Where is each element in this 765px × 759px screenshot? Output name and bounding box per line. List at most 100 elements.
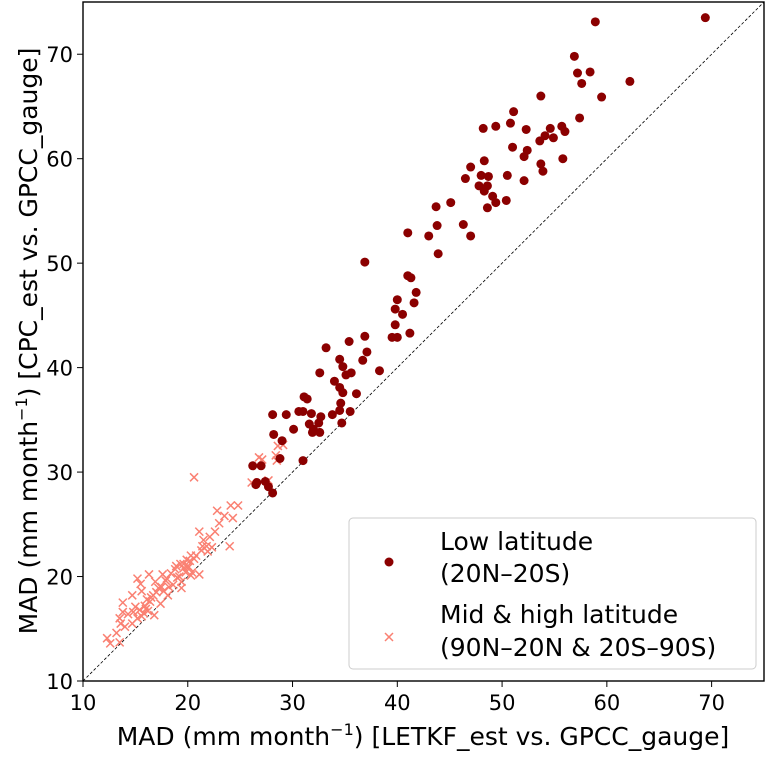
point-low-latitude bbox=[466, 162, 476, 172]
point-low-latitude bbox=[509, 107, 519, 117]
point-low-latitude bbox=[479, 186, 489, 196]
x-tick-label: 20 bbox=[174, 691, 201, 715]
point-mid-high-latitude bbox=[210, 527, 220, 537]
point-low-latitude bbox=[387, 332, 397, 342]
point-low-latitude bbox=[358, 355, 368, 365]
point-mid-high-latitude bbox=[143, 606, 153, 616]
point-mid-high-latitude bbox=[115, 613, 125, 623]
point-low-latitude bbox=[521, 124, 531, 134]
y-axis-ticks: 10 20 30 40 50 60 70 bbox=[46, 43, 83, 694]
point-mid-high-latitude bbox=[226, 500, 236, 511]
point-mid-high-latitude bbox=[228, 513, 238, 523]
point-low-latitude bbox=[277, 436, 287, 446]
point-low-latitude bbox=[338, 362, 348, 372]
point-mid-high-latitude bbox=[127, 590, 137, 600]
point-low-latitude bbox=[479, 156, 489, 166]
y-tick-label: 50 bbox=[46, 252, 73, 276]
point-low-latitude bbox=[538, 166, 548, 176]
x-tick-label: 70 bbox=[698, 691, 725, 715]
point-low-latitude bbox=[321, 343, 331, 353]
point-mid-high-latitude bbox=[102, 633, 112, 643]
point-low-latitude bbox=[535, 136, 545, 146]
point-low-latitude bbox=[338, 388, 348, 398]
y-tick-label: 70 bbox=[46, 43, 73, 67]
x-tick-label: 30 bbox=[279, 691, 306, 715]
point-mid-high-latitude bbox=[132, 613, 143, 623]
point-mid-high-latitude bbox=[196, 545, 206, 555]
point-mid-high-latitude bbox=[163, 590, 173, 600]
point-low-latitude bbox=[431, 202, 441, 212]
x-tick-label: 40 bbox=[384, 691, 411, 715]
point-mid-high-latitude bbox=[137, 586, 147, 596]
point-low-latitude bbox=[403, 271, 413, 281]
point-low-latitude bbox=[508, 142, 518, 152]
legend-label-mid-high-latitude-range: (90N–20N & 20S–90S) bbox=[440, 633, 716, 662]
point-mid-high-latitude bbox=[150, 577, 160, 587]
point-low-latitude bbox=[341, 370, 351, 380]
point-low-latitude bbox=[519, 152, 529, 162]
point-mid-high-latitude bbox=[186, 570, 196, 581]
point-low-latitude bbox=[491, 198, 501, 208]
point-low-latitude bbox=[337, 418, 347, 428]
point-low-latitude bbox=[390, 320, 400, 330]
point-mid-high-latitude bbox=[105, 638, 115, 648]
point-mid-high-latitude bbox=[123, 609, 133, 619]
point-low-latitude bbox=[597, 92, 607, 102]
legend-label-low-latitude: Low latitude bbox=[440, 527, 593, 556]
legend-marker-mid-high-latitude bbox=[384, 632, 394, 642]
point-low-latitude bbox=[505, 118, 515, 128]
point-low-latitude bbox=[251, 480, 261, 490]
point-mid-high-latitude bbox=[171, 561, 181, 571]
point-mid-high-latitude bbox=[174, 572, 184, 582]
point-low-latitude bbox=[248, 461, 258, 471]
point-mid-high-latitude bbox=[194, 569, 204, 579]
point-low-latitude bbox=[398, 309, 408, 319]
point-low-latitude bbox=[362, 347, 372, 357]
point-mid-high-latitude bbox=[118, 607, 128, 617]
point-low-latitude bbox=[345, 406, 355, 416]
x-axis-ticks: 10 20 30 40 50 60 70 bbox=[70, 681, 725, 715]
point-low-latitude bbox=[405, 328, 415, 338]
point-mid-high-latitude bbox=[176, 583, 187, 593]
point-low-latitude bbox=[573, 68, 583, 78]
point-mid-high-latitude bbox=[187, 567, 197, 577]
point-mid-high-latitude bbox=[149, 610, 159, 620]
point-low-latitude bbox=[374, 366, 384, 376]
point-low-latitude bbox=[483, 171, 493, 181]
point-low-latitude bbox=[336, 398, 346, 408]
point-low-latitude bbox=[335, 405, 345, 415]
x-axis-label: MAD (mm month−1) [LETKF_est vs. GPCC_gau… bbox=[117, 720, 730, 751]
point-low-latitude bbox=[491, 121, 501, 131]
legend-label-low-latitude-range: (20N–20S) bbox=[440, 559, 570, 588]
point-low-latitude bbox=[268, 488, 278, 498]
y-tick-label: 10 bbox=[46, 670, 73, 694]
y-tick-label: 30 bbox=[46, 461, 73, 485]
y-tick-label: 60 bbox=[46, 148, 73, 172]
point-low-latitude bbox=[314, 418, 324, 428]
point-low-latitude bbox=[585, 67, 595, 77]
point-low-latitude bbox=[460, 174, 470, 184]
point-low-latitude bbox=[432, 221, 442, 231]
point-low-latitude bbox=[403, 228, 413, 238]
plot-frame bbox=[82, 1, 765, 682]
point-mid-high-latitude bbox=[219, 511, 229, 521]
point-low-latitude bbox=[307, 427, 317, 437]
point-low-latitude bbox=[256, 461, 266, 471]
point-low-latitude bbox=[298, 456, 308, 466]
point-low-latitude bbox=[344, 337, 354, 346]
plot-marks bbox=[82, 1, 765, 682]
point-low-latitude bbox=[536, 91, 546, 101]
point-low-latitude bbox=[476, 170, 486, 180]
point-mid-high-latitude bbox=[198, 535, 209, 545]
point-mid-high-latitude bbox=[189, 472, 199, 482]
point-low-latitude bbox=[545, 123, 555, 133]
point-mid-high-latitude bbox=[168, 580, 178, 590]
point-low-latitude bbox=[548, 133, 558, 143]
identity-line bbox=[82, 1, 765, 682]
point-mid-high-latitude bbox=[136, 579, 146, 589]
legend-box bbox=[348, 517, 757, 670]
point-low-latitude bbox=[575, 113, 585, 123]
legend-marker-low-latitude bbox=[384, 557, 394, 567]
point-mid-high-latitude bbox=[120, 622, 130, 632]
point-low-latitude bbox=[502, 170, 512, 180]
